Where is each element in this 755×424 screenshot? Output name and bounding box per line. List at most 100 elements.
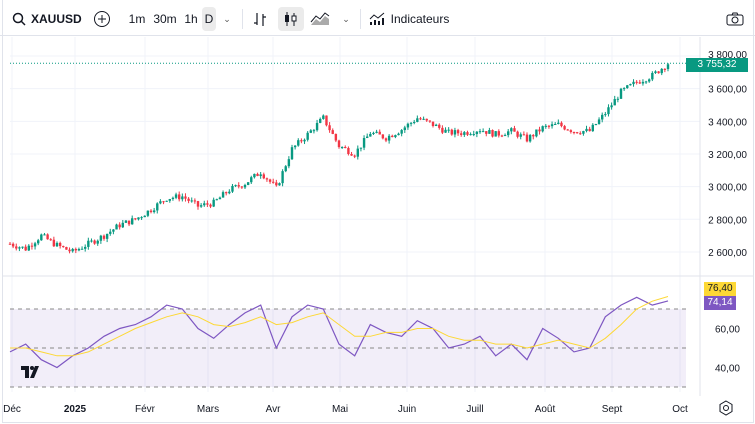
x-tick-label: Août [535, 404, 556, 415]
search-icon [12, 12, 26, 26]
candle [87, 240, 90, 247]
candle [575, 132, 579, 134]
candle [425, 118, 428, 121]
candle [441, 127, 444, 133]
candle [541, 126, 544, 132]
divider [242, 9, 243, 29]
candle [281, 171, 284, 184]
candle [218, 197, 222, 200]
interval-30m[interactable]: 30m [153, 12, 177, 26]
candle [253, 173, 256, 178]
interval-1m[interactable]: 1m [128, 12, 146, 26]
candle [353, 155, 356, 157]
candle [582, 131, 585, 134]
candle [507, 131, 510, 136]
symbol-name: XAUUSD [31, 12, 82, 26]
candle [591, 124, 594, 132]
x-tick-label: 2025 [64, 404, 87, 415]
candle [419, 118, 422, 120]
candle [472, 134, 475, 136]
candle [52, 239, 56, 247]
interval-1h[interactable]: 1h [184, 12, 198, 26]
candle [554, 124, 557, 126]
candle [572, 131, 576, 133]
x-tick-label: Mai [332, 404, 348, 415]
candle [413, 121, 416, 123]
candle [466, 132, 469, 135]
candle [262, 174, 265, 179]
candle [447, 129, 450, 131]
candle [569, 130, 573, 132]
candle [99, 235, 103, 241]
candle [237, 185, 240, 187]
candle [265, 178, 269, 180]
candle [535, 129, 538, 137]
candle [156, 203, 159, 211]
indicators-label: Indicateurs [390, 12, 450, 26]
candle [610, 105, 613, 108]
interval-d[interactable]: D [202, 7, 216, 31]
bars-style-button[interactable] [250, 7, 270, 31]
screenshot-button[interactable] [724, 7, 746, 31]
toolbar: XAUUSD 1m 30m 1h D ⌄ ⌄ Indicateurs [0, 0, 755, 36]
candle [387, 135, 391, 141]
candle [362, 138, 366, 148]
interval-dropdown-chevron-icon[interactable]: ⌄ [223, 13, 231, 24]
candle [121, 222, 124, 228]
candle [168, 199, 171, 201]
settings-gear-icon[interactable] [718, 400, 734, 416]
candle [250, 177, 253, 183]
candle [209, 204, 212, 207]
candle [431, 121, 435, 126]
candle [115, 224, 118, 230]
symbol-search-button[interactable]: XAUUSD [12, 7, 92, 31]
candle [149, 210, 153, 213]
candle [347, 148, 350, 154]
candle [594, 124, 598, 126]
plus-circle-icon [94, 11, 110, 27]
candle [300, 140, 303, 142]
rsi-tick-label: 40,00 [715, 364, 740, 375]
candle [588, 128, 591, 132]
x-tick-label: Juin [398, 404, 416, 415]
candle [49, 239, 52, 241]
candle [124, 220, 128, 223]
candle [290, 147, 294, 160]
candle [444, 129, 447, 133]
candle [275, 182, 278, 186]
candle [256, 173, 259, 177]
y-tick-label: 3 600,00 [708, 85, 747, 96]
candle [491, 130, 494, 137]
candle [481, 131, 485, 133]
candle [359, 147, 363, 149]
compare-symbol-button[interactable] [90, 7, 114, 31]
candle [203, 203, 206, 206]
candle [450, 129, 453, 135]
candle [538, 129, 541, 132]
candle [619, 88, 623, 99]
area-chart-icon [310, 12, 330, 25]
candle [366, 136, 369, 139]
candle [246, 182, 250, 186]
candle [287, 159, 291, 167]
candle [497, 131, 500, 136]
candle [46, 234, 49, 240]
candle [297, 140, 300, 146]
candle [544, 125, 547, 127]
candle [105, 233, 109, 239]
indicators-button[interactable]: Indicateurs [368, 7, 450, 31]
candle [240, 186, 244, 188]
candle [8, 243, 12, 245]
candle [24, 246, 27, 251]
candles-style-button[interactable] [278, 7, 304, 31]
candle [93, 240, 96, 244]
area-style-button[interactable] [308, 7, 332, 31]
candle [55, 242, 59, 247]
candle [460, 133, 463, 135]
chart-type-chevron-icon[interactable]: ⌄ [342, 13, 350, 24]
rsi-line [9, 296, 669, 369]
candle [510, 128, 513, 132]
candle [550, 124, 554, 127]
candle [165, 200, 168, 202]
